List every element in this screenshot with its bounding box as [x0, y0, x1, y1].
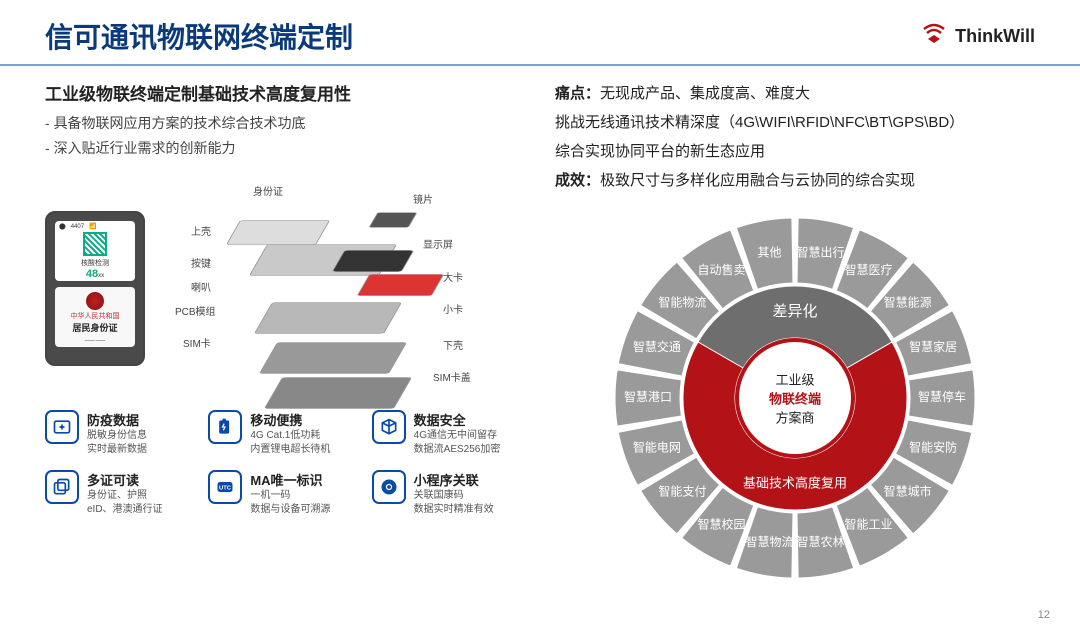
right-column: 痛点：无现成产品、集成度高、难度大挑战无线通讯技术精深度（4G\WIFI\RFI…	[555, 80, 1035, 598]
bullet-2: - 深入贴近行业需求的创新能力	[45, 138, 525, 158]
utc-icon: UTC	[208, 470, 242, 504]
battery-icon	[208, 410, 242, 444]
feature-title: 小程序关联	[414, 470, 494, 489]
device-screen: ⬤ 4407 📶 核酸检测 48xx	[55, 221, 135, 281]
feature-item: 数据安全4G通信无中间留存数据流AES256加密	[372, 410, 525, 456]
svg-text:智能工业: 智能工业	[844, 516, 892, 531]
feature-title: MA唯一标识	[250, 470, 330, 489]
svg-text:智慧停车: 智慧停车	[918, 389, 966, 404]
cube-icon	[372, 410, 406, 444]
device-mockup: ⬤ 4407 📶 核酸检测 48xx 中华人民共和国 居民身份证 ━━━━ ━━…	[45, 211, 145, 366]
svg-text:智慧校园: 智慧校园	[697, 516, 745, 531]
svg-text:智慧港口: 智慧港口	[624, 389, 672, 404]
svg-text:智慧城市: 智慧城市	[884, 484, 932, 499]
paragraph: 成效：极致尺寸与多样化应用融合与云协同的综合实现	[555, 167, 1035, 194]
feature-item: UTC MA唯一标识一机一码数据与设备可溯源	[208, 470, 361, 516]
header: 信可通讯物联网终端定制 ThinkWill	[0, 0, 1080, 60]
right-paragraphs: 痛点：无现成产品、集成度高、难度大挑战无线通讯技术精深度（4G\WIFI\RFI…	[555, 80, 1035, 194]
feature-title: 移动便携	[250, 410, 330, 429]
svg-text:智能物流: 智能物流	[658, 295, 706, 310]
paragraph: 挑战无线通讯技术精深度（4G\WIFI\RFID\NFC\BT\GPS\BD）	[555, 109, 1035, 136]
svg-text:基础技术高度复用: 基础技术高度复用	[743, 475, 847, 490]
content: 工业级物联终端定制基础技术高度复用性 - 具备物联网应用方案的技术综合技术功底 …	[0, 80, 1080, 598]
feature-desc: 一机一码数据与设备可溯源	[250, 489, 330, 516]
svg-text:智慧能源: 智慧能源	[884, 295, 932, 310]
left-column: 工业级物联终端定制基础技术高度复用性 - 具备物联网应用方案的技术综合技术功底 …	[45, 80, 525, 598]
feature-item: 小程序关联关联国康码数据实时精准有效	[372, 470, 525, 516]
feature-title: 多证可读	[87, 470, 163, 489]
svg-text:其他: 其他	[757, 245, 781, 259]
header-divider	[0, 64, 1080, 66]
brand-text: ThinkWill	[955, 26, 1035, 47]
svg-text:智慧农林: 智慧农林	[797, 534, 845, 549]
svg-text:智慧医疗: 智慧医疗	[844, 262, 892, 277]
bullet-1: - 具备物联网应用方案的技术综合技术功底	[45, 113, 525, 133]
feature-item: 防疫数据脱敏身份信息实时最新数据	[45, 410, 198, 456]
svg-text:智能电网: 智能电网	[633, 439, 681, 454]
feature-desc: 关联国康码数据实时精准有效	[414, 489, 494, 516]
paragraph: 综合实现协同平台的新生态应用	[555, 138, 1035, 165]
medical-icon	[45, 410, 79, 444]
svg-text:智慧交通: 智慧交通	[633, 339, 681, 354]
page-number: 12	[1038, 609, 1050, 621]
feature-title: 防疫数据	[87, 410, 147, 429]
feature-desc: 脱敏身份信息实时最新数据	[87, 429, 147, 456]
svg-text:智慧家居: 智慧家居	[909, 339, 957, 354]
svg-text:差异化: 差异化	[772, 303, 817, 320]
brand-icon	[919, 21, 949, 51]
exploded-view: 身份证 上壳 镜片 显示屏 按键 大卡 喇叭 小卡 PCB模组 下壳 SIM卡	[163, 183, 525, 393]
device-id-card: 中华人民共和国 居民身份证 ━━━━ ━━━━	[55, 287, 135, 347]
link-icon	[372, 470, 406, 504]
svg-text:自动售卖: 自动售卖	[697, 262, 745, 277]
feature-item: 移动便携4G Cat.1低功耗内置锂电超长待机	[208, 410, 361, 456]
feature-title: 数据安全	[414, 410, 501, 429]
svg-text:智慧出行: 智慧出行	[797, 244, 845, 259]
page-title: 信可通讯物联网终端定制	[45, 16, 353, 56]
device-diagram: ⬤ 4407 📶 核酸检测 48xx 中华人民共和国 居民身份证 ━━━━ ━━…	[45, 178, 525, 398]
feature-desc: 身份证、护照eID、港澳通行证	[87, 489, 163, 516]
wheel-chart: 智慧出行智慧医疗智慧能源智慧家居智慧停车智能安防智慧城市智能工业智慧农林智慧物流…	[595, 198, 995, 598]
feature-item: 多证可读身份证、护照eID、港澳通行证	[45, 470, 198, 516]
left-subhead: 工业级物联终端定制基础技术高度复用性	[45, 80, 525, 105]
feature-desc: 4G通信无中间留存数据流AES256加密	[414, 429, 501, 456]
svg-text:UTC: UTC	[219, 486, 232, 492]
wheel-center-label: 工业级 物联终端 方案商	[769, 370, 821, 427]
feature-grid: 防疫数据脱敏身份信息实时最新数据 移动便携4G Cat.1低功耗内置锂电超长待机…	[45, 410, 525, 516]
svg-text:智慧物流: 智慧物流	[745, 534, 793, 549]
feature-desc: 4G Cat.1低功耗内置锂电超长待机	[250, 429, 330, 456]
paragraph: 痛点：无现成产品、集成度高、难度大	[555, 80, 1035, 107]
svg-text:智能安防: 智能安防	[909, 439, 957, 454]
cards-icon	[45, 470, 79, 504]
brand-logo: ThinkWill	[919, 21, 1035, 51]
svg-text:智能支付: 智能支付	[658, 484, 706, 499]
